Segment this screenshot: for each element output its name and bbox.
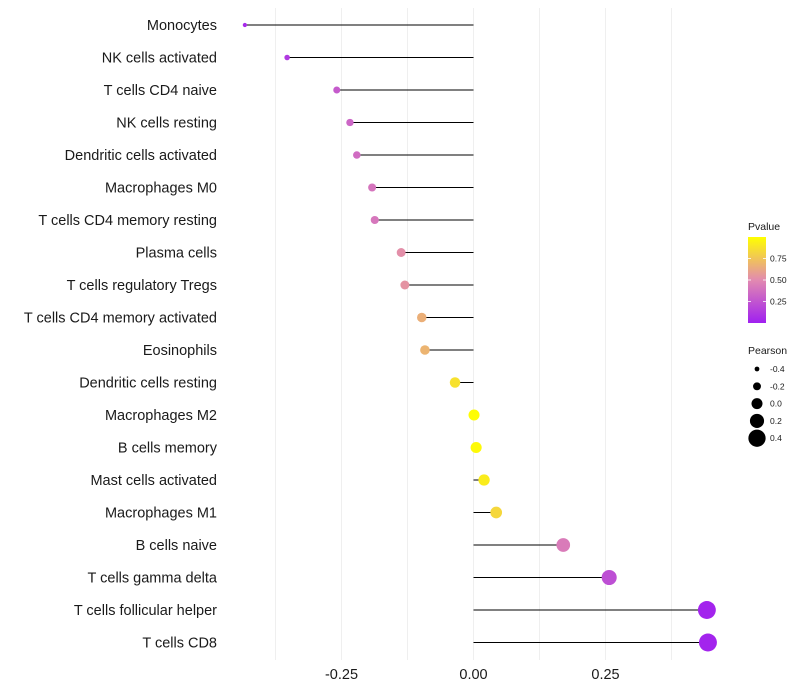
y-tick-label: Mast cells activated <box>90 473 217 489</box>
data-point <box>420 345 430 355</box>
pearson-legend-title: Pearson <box>748 345 787 357</box>
data-point <box>370 215 379 225</box>
pvalue-tick-label: 0.75 <box>770 254 787 264</box>
stems <box>244 24 708 643</box>
data-point <box>242 22 248 28</box>
data-point <box>353 151 361 159</box>
y-tick-label: NK cells resting <box>116 116 217 132</box>
y-tick-label: T cells regulatory Tregs <box>67 278 217 294</box>
pvalue-colorbar <box>748 237 766 323</box>
pearson-legend-label: 0.2 <box>770 416 782 426</box>
y-tick-label: Plasma cells <box>136 246 217 262</box>
data-point <box>601 569 617 586</box>
pvalue-tick-label: 0.50 <box>770 275 787 285</box>
y-tick-label: Monocytes <box>147 18 217 34</box>
data-point <box>333 86 341 94</box>
y-tick-label: Eosinophils <box>143 343 217 359</box>
data-point <box>468 409 480 421</box>
gridlines <box>275 8 672 660</box>
data-point <box>368 183 377 192</box>
y-tick-label: T cells follicular helper <box>74 603 217 619</box>
data-point <box>284 54 290 61</box>
y-tick-label: NK cells activated <box>102 51 217 67</box>
pvalue-tick-label: 0.25 <box>770 297 787 307</box>
y-tick-label: B cells memory <box>118 441 218 457</box>
x-tick-label: -0.25 <box>325 667 358 683</box>
data-point <box>346 118 354 127</box>
pearson-legend-key <box>751 398 763 410</box>
y-tick-label: T cells gamma delta <box>88 571 218 587</box>
data-point <box>449 377 461 388</box>
data-point <box>396 248 406 257</box>
y-tick-label: B cells naive <box>136 538 217 554</box>
pearson-legend-label: -0.4 <box>770 364 785 374</box>
data-point <box>478 474 490 486</box>
data-point <box>470 441 482 454</box>
y-axis-labels: Monocytes NK cells activated T cells CD4 n… <box>24 18 218 652</box>
data-point <box>697 601 716 619</box>
y-tick-label: Macrophages M0 <box>105 181 217 197</box>
data-point <box>698 633 717 652</box>
y-tick-label: Macrophages M1 <box>105 506 217 522</box>
x-tick-label: 0.00 <box>459 667 487 683</box>
data-point <box>417 312 427 323</box>
y-tick-label: T cells CD4 memory activated <box>24 311 217 327</box>
pearson-legend-key <box>748 429 766 447</box>
pearson-legend-key <box>749 413 765 428</box>
y-tick-label: T cells CD8 <box>142 636 217 652</box>
points <box>242 22 717 652</box>
x-axis-labels: -0.25 0.00 0.25 <box>325 667 620 683</box>
pvalue-legend-title: Pvalue <box>748 221 780 233</box>
y-tick-label: Macrophages M2 <box>105 408 217 424</box>
data-point <box>556 538 571 552</box>
data-point <box>490 506 503 519</box>
pearson-legend-key <box>753 382 761 391</box>
data-point <box>400 280 410 290</box>
x-tick-label: 0.25 <box>591 667 619 683</box>
y-tick-label: Dendritic cells activated <box>65 148 217 164</box>
y-tick-label: T cells CD4 memory resting <box>38 213 217 229</box>
y-tick-label: Dendritic cells resting <box>79 376 217 392</box>
pvalue-legend: Pvalue 0.25 0.50 0.75 <box>748 221 787 323</box>
y-tick-label: T cells CD4 naive <box>104 83 217 99</box>
pearson-legend-key <box>754 366 760 372</box>
pearson-legend-label: 0.0 <box>770 399 782 409</box>
pearson-legend-label: 0.4 <box>770 433 782 443</box>
pearson-legend-label: -0.2 <box>770 381 785 391</box>
pearson-legend: Pearson -0.4 -0.2 0.0 0.2 0.4 <box>748 345 787 447</box>
